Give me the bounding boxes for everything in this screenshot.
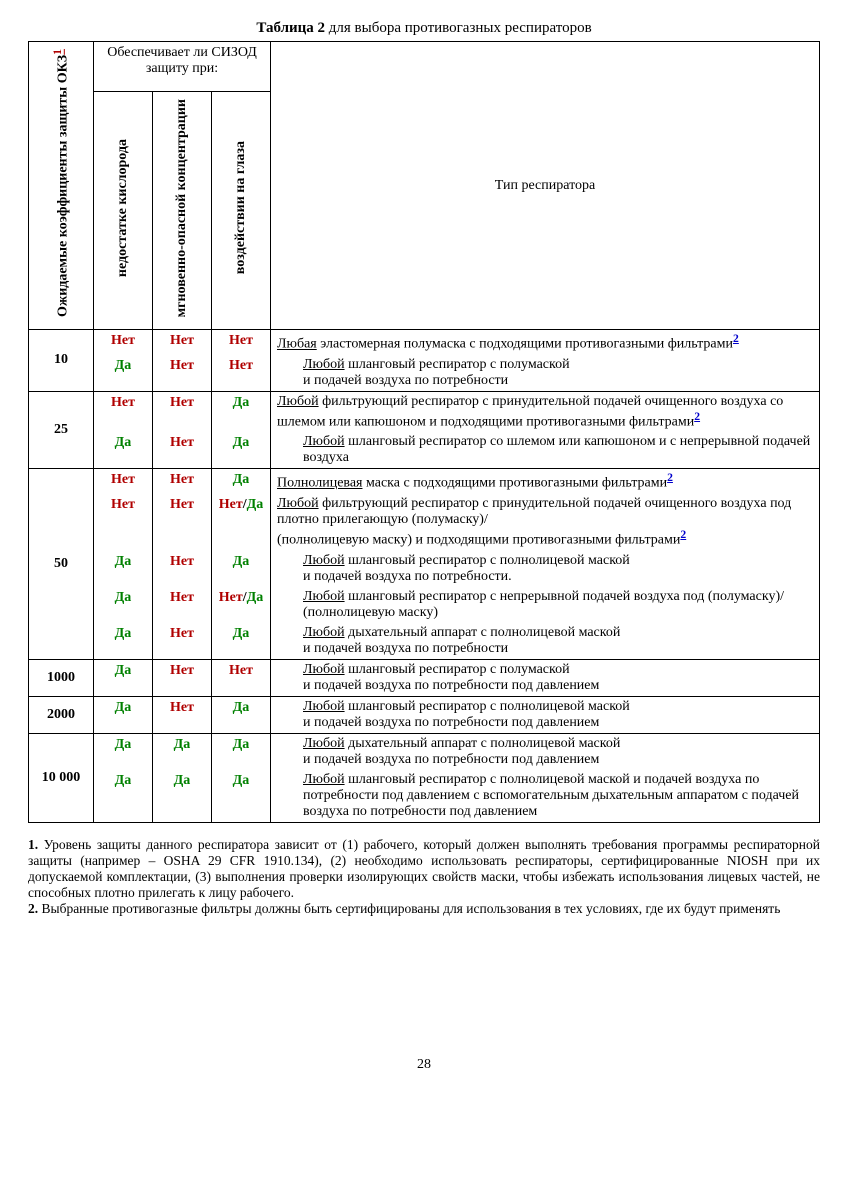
coef-cell: 1000: [29, 659, 94, 696]
table-row: ДаНетНет/ДаЛюбой шланговый респиратор с …: [29, 587, 820, 623]
coef-cell: 50: [29, 469, 94, 659]
footnote-2: 2. Выбранные противогазные фильтры должн…: [28, 901, 820, 917]
header-sub3: воздействии на глаза: [212, 91, 271, 329]
desc-cell: Любой фильтрующий респиратор с принудите…: [271, 494, 820, 551]
yn-cell: Нет: [212, 355, 271, 392]
desc-cell: Полнолицевая маска с подходящими противо…: [271, 469, 820, 494]
yn-cell: Нет: [212, 330, 271, 355]
yn-cell: Нет: [94, 330, 153, 355]
yn-cell: Нет: [94, 469, 153, 494]
yn-cell: Нет: [94, 391, 153, 432]
yn-cell: Да: [94, 770, 153, 823]
table-title: Таблица 2 для выбора противогазных респи…: [28, 20, 820, 37]
respirator-table: Ожидаемые коэффициенты защиты ОКЗ1 Обесп…: [28, 41, 820, 823]
yn-cell: Да: [212, 733, 271, 770]
coef-cell: 10 000: [29, 733, 94, 822]
coef-cell: 25: [29, 391, 94, 469]
desc-cell: Любой шланговый респиратор с полумаскойи…: [271, 659, 820, 696]
yn-cell: Да: [94, 696, 153, 733]
yn-cell: Нет/Да: [212, 494, 271, 551]
table-row: 10НетНетНетЛюбая эластомерная полумаска …: [29, 330, 820, 355]
yn-cell: Нет: [153, 469, 212, 494]
yn-cell: Да: [212, 391, 271, 432]
table-row: НетНетНет/ДаЛюбой фильтрующий респиратор…: [29, 494, 820, 551]
table-row: ДаНетДаЛюбой шланговый респиратор с полн…: [29, 551, 820, 587]
table-row: 50НетНетДаПолнолицевая маска с подходящи…: [29, 469, 820, 494]
yn-cell: Нет: [153, 391, 212, 432]
yn-cell: Да: [212, 469, 271, 494]
footnotes: 1. Уровень защиты данного респиратора за…: [28, 837, 820, 917]
table-row: 2000ДаНетДаЛюбой шланговый респиратор с …: [29, 696, 820, 733]
table-row: ДаДаДаЛюбой шланговый респиратор с полно…: [29, 770, 820, 823]
header-sub1: недостатке кислорода: [94, 91, 153, 329]
yn-cell: Да: [153, 770, 212, 823]
yn-cell: Нет: [153, 551, 212, 587]
yn-cell: Нет: [153, 587, 212, 623]
table-row: 1000ДаНетНетЛюбой шланговый респиратор с…: [29, 659, 820, 696]
yn-cell: Нет: [94, 494, 153, 551]
yn-cell: Да: [212, 623, 271, 660]
desc-cell: Любой шланговый респиратор с непрерывной…: [271, 587, 820, 623]
table-row: ДаНетДаЛюбой шланговый респиратор со шле…: [29, 432, 820, 469]
footnote-1: 1. Уровень защиты данного респиратора за…: [28, 837, 820, 901]
yn-cell: Да: [94, 659, 153, 696]
yn-cell: Да: [94, 355, 153, 392]
table-row: 25НетНетДаЛюбой фильтрующий респиратор с…: [29, 391, 820, 432]
yn-cell: Да: [94, 551, 153, 587]
desc-cell: Любой фильтрующий респиратор с принудите…: [271, 391, 820, 432]
yn-cell: Да: [153, 733, 212, 770]
table-row: ДаНетДаЛюбой дыхательный аппарат с полно…: [29, 623, 820, 660]
yn-cell: Нет: [153, 330, 212, 355]
desc-cell: Любой шланговый респиратор со шлемом или…: [271, 432, 820, 469]
yn-cell: Да: [94, 587, 153, 623]
coef-cell: 2000: [29, 696, 94, 733]
yn-cell: Нет: [212, 659, 271, 696]
desc-cell: Любой шланговый респиратор с полнолицево…: [271, 696, 820, 733]
header-sub2: мгновенно-опасной концентрации: [153, 91, 212, 329]
coef-cell: 10: [29, 330, 94, 392]
yn-cell: Нет: [153, 623, 212, 660]
table-row: 10 000ДаДаДаЛюбой дыхательный аппарат с …: [29, 733, 820, 770]
header-type: Тип респиратора: [271, 42, 820, 330]
desc-cell: Любой шланговый респиратор с полумаскойи…: [271, 355, 820, 392]
yn-cell: Да: [94, 432, 153, 469]
header-group: Обеспечивает ли СИЗОД защиту при:: [94, 42, 271, 92]
desc-cell: Любой дыхательный аппарат с полнолицевой…: [271, 733, 820, 770]
yn-cell: Нет: [153, 494, 212, 551]
header-coef: Ожидаемые коэффициенты защиты ОКЗ1: [29, 42, 94, 330]
page-number: 28: [28, 1057, 820, 1073]
desc-cell: Любой шланговый респиратор с полнолицево…: [271, 770, 820, 823]
yn-cell: Да: [212, 696, 271, 733]
yn-cell: Да: [94, 733, 153, 770]
yn-cell: Да: [212, 551, 271, 587]
yn-cell: Нет: [153, 659, 212, 696]
yn-cell: Нет: [153, 355, 212, 392]
desc-cell: Любой шланговый респиратор с полнолицево…: [271, 551, 820, 587]
desc-cell: Любая эластомерная полумаска с подходящи…: [271, 330, 820, 355]
yn-cell: Да: [94, 623, 153, 660]
yn-cell: Нет/Да: [212, 587, 271, 623]
yn-cell: Да: [212, 432, 271, 469]
yn-cell: Нет: [153, 432, 212, 469]
yn-cell: Да: [212, 770, 271, 823]
table-row: ДаНетНетЛюбой шланговый респиратор с пол…: [29, 355, 820, 392]
desc-cell: Любой дыхательный аппарат с полнолицевой…: [271, 623, 820, 660]
yn-cell: Нет: [153, 696, 212, 733]
